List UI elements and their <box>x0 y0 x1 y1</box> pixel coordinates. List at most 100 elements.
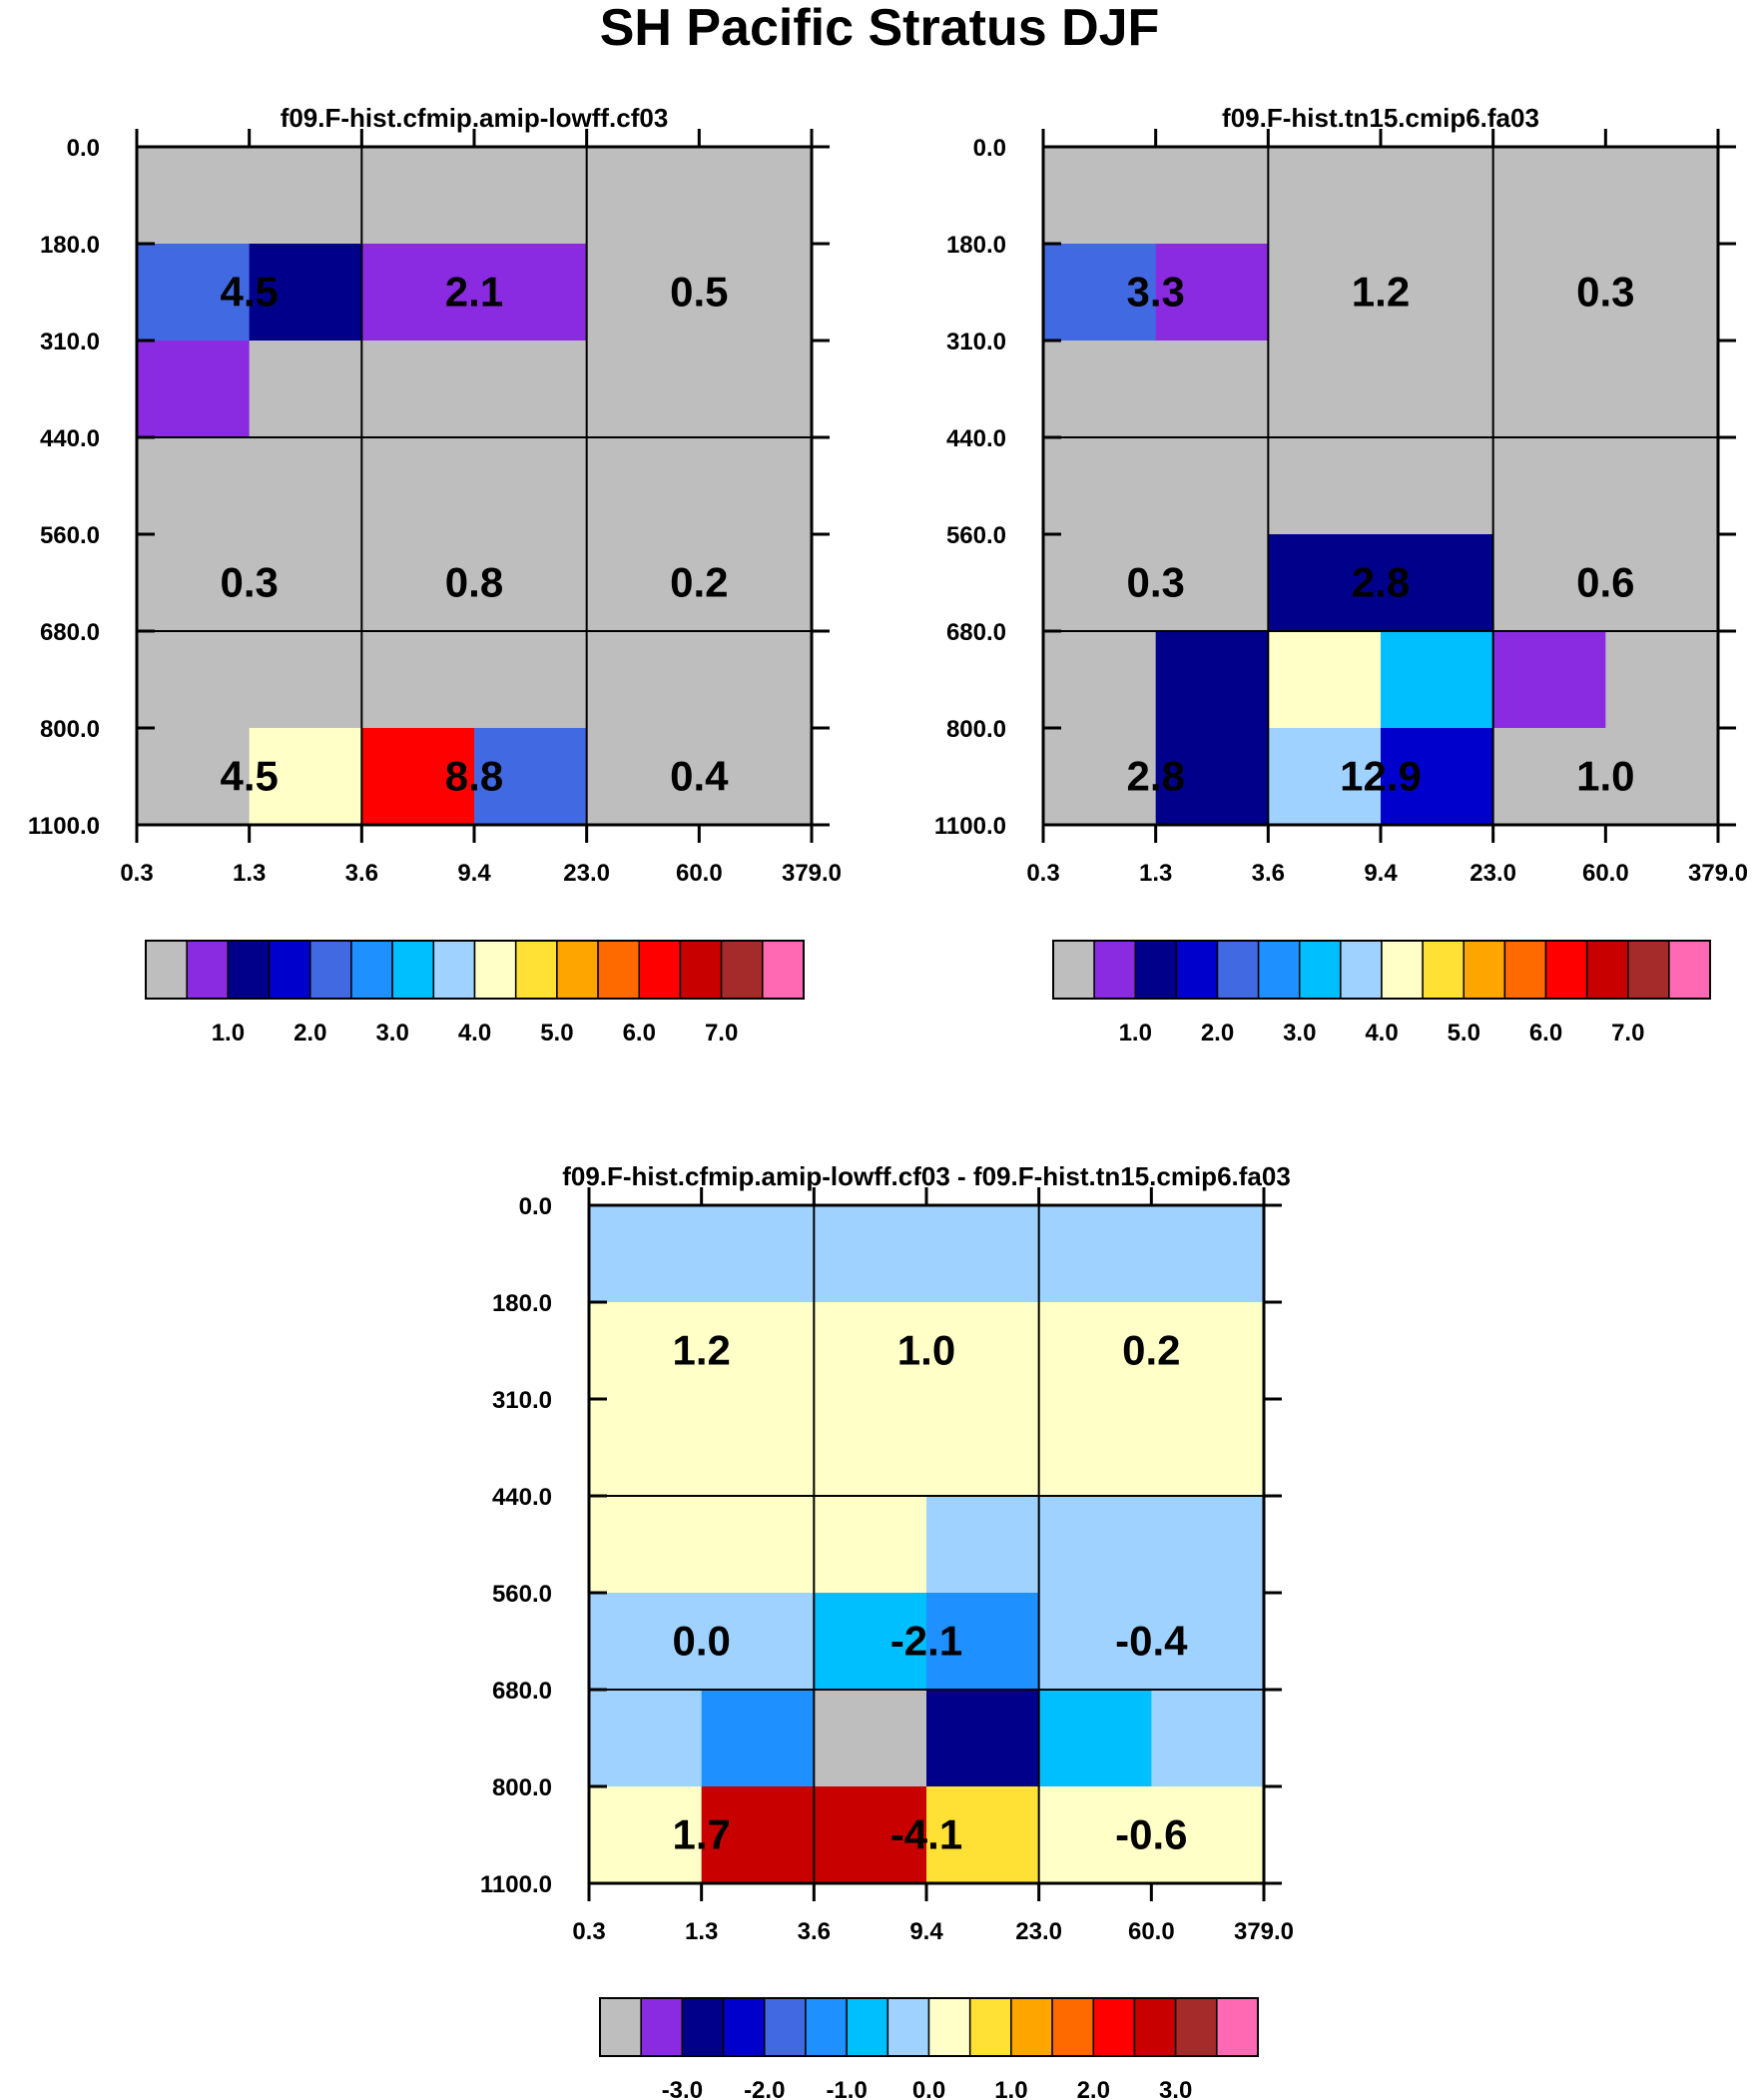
x-tick-label: 0.3 <box>120 860 153 887</box>
heatmap-cell <box>699 244 813 342</box>
colorbar-swatch <box>722 1997 766 2057</box>
heatmap-cell <box>1151 1786 1265 1884</box>
colorbar-swatch <box>514 940 558 1000</box>
y-tick-label: 310.0 <box>946 329 1006 355</box>
y-tick-label: 680.0 <box>492 1678 552 1705</box>
heatmap-cell <box>926 1496 1040 1594</box>
heatmap-cell <box>701 1302 815 1400</box>
heatmap-cell <box>1492 437 1606 535</box>
y-tick-label: 0.0 <box>67 135 100 162</box>
heatmap-cell <box>361 631 475 729</box>
heatmap-cell <box>1381 147 1494 245</box>
colorbar-label: 1.0 <box>1119 1020 1152 1047</box>
y-tick-label: 440.0 <box>946 425 1006 452</box>
x-tick-label: 1.3 <box>685 1918 718 1945</box>
heatmap-cell <box>1155 437 1269 535</box>
y-tick-label: 680.0 <box>946 619 1006 646</box>
cell-value-label: 2.8 <box>1126 753 1184 800</box>
heatmap-cell <box>361 341 475 438</box>
colorbar-label: 2.0 <box>293 1020 326 1047</box>
heatmap-cell <box>926 1399 1040 1497</box>
colorbar-label: -2.0 <box>744 2077 785 2100</box>
heatmap-cell <box>1381 631 1494 729</box>
cell-value-label: -0.4 <box>1115 1618 1188 1665</box>
heatmap-cell <box>586 631 700 729</box>
colorbar-swatch <box>309 940 352 1000</box>
heatmap-cell <box>699 728 813 826</box>
colorbar-label: 3.0 <box>1159 2077 1192 2100</box>
colorbar-swatch <box>679 940 723 1000</box>
colorbar-swatch <box>681 1997 725 2057</box>
colorbar-swatch <box>1668 940 1711 1000</box>
heatmap-cell <box>1381 728 1494 826</box>
cell-value-label: 1.0 <box>1576 753 1634 800</box>
heatmap-cell <box>589 1399 703 1497</box>
colorbar-swatch <box>1299 940 1342 1000</box>
colorbar-label: 5.0 <box>1448 1020 1480 1047</box>
heatmap-cell <box>589 1690 703 1787</box>
heatmap-cell <box>814 1786 927 1884</box>
heatmap-cell <box>701 1399 815 1497</box>
heatmap-cell <box>1155 728 1269 826</box>
colorbar-label: 1.0 <box>212 1020 245 1047</box>
colorbar-swatch <box>1175 940 1219 1000</box>
heatmap-cell <box>589 1593 703 1691</box>
colorbar-swatch <box>1051 1997 1094 2057</box>
heatmap-cell <box>1151 1399 1265 1497</box>
x-tick-label: 3.6 <box>345 860 378 887</box>
colorbar-swatch <box>1627 940 1670 1000</box>
y-tick-label: 310.0 <box>492 1387 552 1414</box>
heatmap-cell <box>1155 631 1269 729</box>
colorbar-label: 3.0 <box>1283 1020 1316 1047</box>
heatmap-cell <box>586 534 700 632</box>
x-tick-label: 379.0 <box>782 860 842 887</box>
cell-value-label: 4.5 <box>220 269 278 316</box>
heatmap-cell <box>137 147 251 245</box>
heatmap-cell <box>1605 147 1719 245</box>
cell-value-label: 1.2 <box>672 1327 730 1374</box>
cell-value-label: 0.2 <box>1122 1327 1180 1374</box>
cell-value-label: 0.8 <box>445 559 503 606</box>
y-tick-label: 560.0 <box>946 522 1006 549</box>
colorbar-swatch <box>1257 940 1301 1000</box>
heatmap-cell <box>1151 1593 1265 1691</box>
colorbar-swatch <box>186 940 230 1000</box>
heatmap-cell <box>586 728 700 826</box>
y-tick-label: 0.0 <box>973 135 1006 162</box>
heatmap-cell <box>1155 244 1269 342</box>
heatmap-cell <box>1605 437 1719 535</box>
colorbar-label: 3.0 <box>375 1020 408 1047</box>
colorbar-label: 2.0 <box>1201 1020 1234 1047</box>
heatmap-cell <box>1268 341 1382 438</box>
colorbar-swatch <box>597 940 640 1000</box>
colorbar-swatch <box>886 1997 930 2057</box>
heatmap-cell <box>1381 437 1494 535</box>
colorbar-swatch <box>1463 940 1506 1000</box>
colorbar-label: 6.0 <box>1529 1020 1562 1047</box>
colorbar-swatch <box>1216 940 1260 1000</box>
colorbar-label: -1.0 <box>826 2077 867 2100</box>
colorbar-swatch <box>1052 940 1095 1000</box>
colorbar-swatch <box>1503 940 1547 1000</box>
heatmap-cell <box>474 147 588 245</box>
heatmap-cell <box>249 437 362 535</box>
colorbar-border <box>1052 940 1711 1000</box>
heatmap-cell <box>699 534 813 632</box>
heatmap-cell <box>361 437 475 535</box>
x-tick-label: 9.4 <box>457 860 491 887</box>
panel-title: f09.F-hist.tn15.cmip6.fa03 <box>1222 103 1539 133</box>
cell-value-label: 2.1 <box>445 269 503 316</box>
heatmap-cell <box>137 534 251 632</box>
cell-value-label: 8.8 <box>445 753 503 800</box>
heatmap-cell <box>699 437 813 535</box>
heatmap-cell <box>701 1690 815 1787</box>
heatmap-cell <box>586 341 700 438</box>
cell-value-label: 1.7 <box>672 1811 730 1858</box>
cell-value-label: 2.8 <box>1352 559 1410 606</box>
heatmap-cell <box>1038 1302 1152 1400</box>
x-tick-label: 60.0 <box>1582 860 1629 887</box>
heatmap-cell <box>586 244 700 342</box>
heatmap-cell <box>1043 244 1157 342</box>
colorbar-swatch <box>927 1997 971 2057</box>
heatmap-cell <box>1605 534 1719 632</box>
